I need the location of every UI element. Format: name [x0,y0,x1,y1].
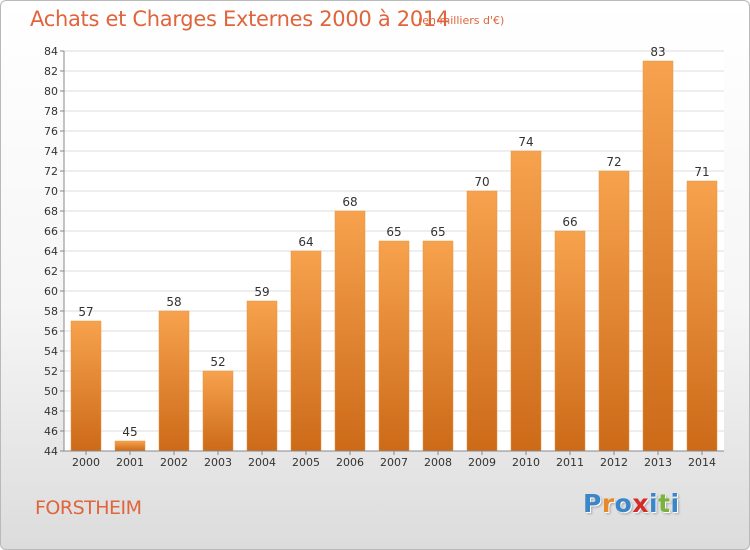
data-label-2009: 70 [474,175,489,189]
x-tick-label: 2009 [468,456,496,469]
bar-2006 [334,210,366,452]
y-tick-label: 54 [44,345,58,358]
y-tick-label: 76 [44,125,58,138]
commune-name: FORSTHEIM [35,497,142,519]
bar-2007 [378,240,410,452]
y-tick-label: 50 [44,385,58,398]
data-label-2002: 58 [166,295,181,309]
x-tick-label: 2006 [336,456,364,469]
x-axis: 2000 2001 2002 2003 2004 2005 2006 2007 2008 2009… [64,450,724,469]
x-tick-label: 2007 [380,456,408,469]
bar-2000 [70,320,102,452]
bar-2002 [158,310,190,452]
y-tick-label: 72 [44,165,58,178]
bars [70,60,718,452]
logo-letter: i [670,489,680,518]
y-tick-label: 56 [44,325,58,338]
x-tick-label: 2014 [688,456,716,469]
y-tick-label: 58 [44,305,58,318]
bar-2004 [246,300,278,452]
chart-title: Achats et Charges Externes 2000 à 2014 [30,7,450,31]
chart-unit: (en milliers d'€) [418,14,505,27]
data-label-2010: 74 [518,135,533,149]
x-tick-label: 2005 [292,456,320,469]
y-tick-label: 66 [44,225,58,238]
x-tick-label: 2000 [72,456,100,469]
logo-letter: i [649,489,659,518]
x-tick-label: 2002 [160,456,188,469]
x-tick-label: 2001 [116,456,144,469]
data-label-2001: 45 [122,425,137,439]
x-tick-label: 2012 [600,456,628,469]
y-tick-label: 74 [44,145,58,158]
x-tick-label: 2010 [512,456,540,469]
y-tick-label: 64 [44,245,58,258]
bar-2009 [466,190,498,452]
data-label-2006: 68 [342,195,357,209]
y-tick-label: 84 [44,45,58,58]
bar-2003 [202,370,234,452]
y-tick-label: 82 [44,65,58,78]
y-tick-label: 80 [44,85,58,98]
proxiti-logo: Proxiti [583,489,680,518]
data-labels: 57 45 58 52 59 64 68 65 65 70 74 66 72 83 71 [78,45,709,439]
bar-2008 [422,240,454,452]
bar-2011 [554,230,586,452]
y-tick-label: 48 [44,405,58,418]
data-label-2004: 59 [254,285,269,299]
bar-2005 [290,250,322,452]
data-label-2005: 64 [298,235,313,249]
y-tick-label: 62 [44,265,58,278]
x-tick-label: 2008 [424,456,452,469]
logo-letter: t [658,489,671,518]
data-label-2014: 71 [694,165,709,179]
bar-2014 [686,180,718,452]
logo-letter: r [601,489,615,518]
x-tick-label: 2003 [204,456,232,469]
data-label-2003: 52 [210,355,225,369]
data-label-2013: 83 [650,45,665,59]
y-tick-label: 46 [44,425,58,438]
x-tick-label: 2011 [556,456,584,469]
y-tick-label: 44 [44,445,58,458]
x-tick-label: 2004 [248,456,276,469]
logo-letter: P [583,489,602,518]
bar-2012 [598,170,630,452]
y-tick-label: 52 [44,365,58,378]
data-label-2012: 72 [606,155,621,169]
x-tick-label: 2013 [644,456,672,469]
bar-2010 [510,150,542,452]
y-tick-label: 68 [44,205,58,218]
bar-2001 [114,440,146,452]
y-tick-label: 60 [44,285,58,298]
data-label-2008: 65 [430,225,445,239]
data-label-2000: 57 [78,305,93,319]
data-label-2007: 65 [386,225,401,239]
bar-2013 [642,60,674,452]
y-axis: 44 46 48 50 52 54 56 58 60 62 64 66 68 70 72 74 76 78 80 82… [44,45,65,458]
data-label-2011: 66 [562,215,577,229]
y-tick-label: 70 [44,185,58,198]
logo-letter: x [632,489,649,518]
y-tick-label: 78 [44,105,58,118]
logo-letter: o [614,489,633,518]
